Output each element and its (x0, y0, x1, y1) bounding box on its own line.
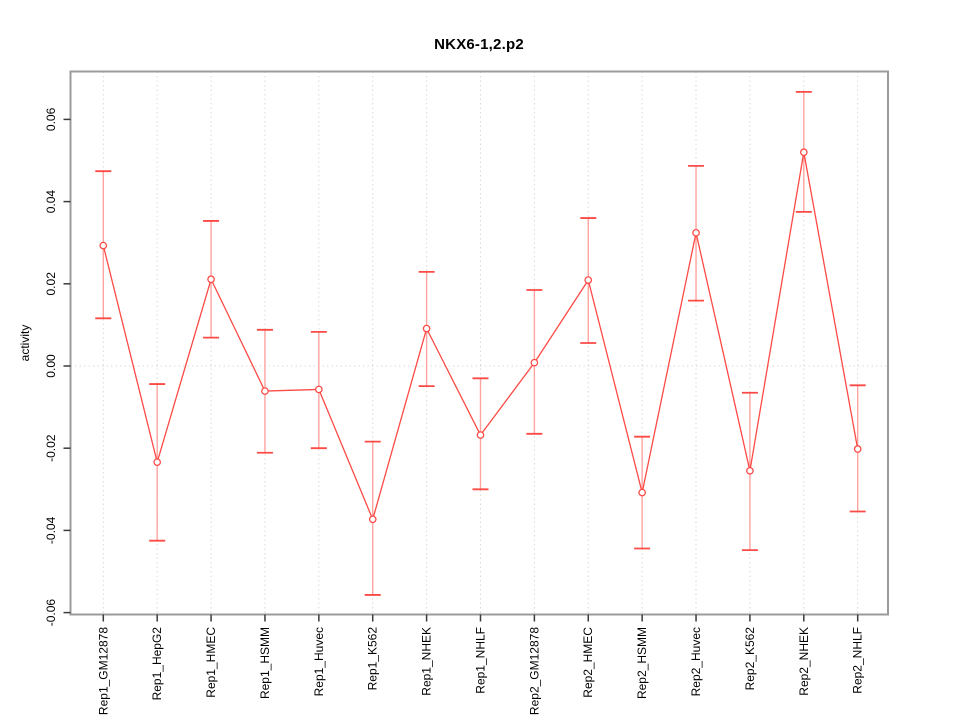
y-tick-label: -0.06 (44, 599, 58, 627)
data-point-marker (207, 275, 215, 284)
x-tick-label: Rep2_K562 (743, 627, 757, 691)
y-tick-label: 0.02 (44, 272, 58, 296)
x-tick-label: Rep2_HSMM (635, 627, 649, 699)
data-point-marker (584, 276, 593, 284)
gridlines (70, 71, 888, 615)
data-point-marker (422, 324, 431, 333)
data-point-marker (368, 515, 377, 524)
data-point-marker (530, 358, 539, 367)
y-tick-labels: -0.06 -0.04 -0.02 0.00 0.02 0.04 0.06 (44, 107, 58, 626)
data-point-marker (853, 445, 862, 453)
x-tick-label: Rep2_NHLF (851, 627, 865, 694)
y-tick-label: -0.02 (44, 434, 58, 462)
x-tick-label: Rep1_NHLF (473, 627, 487, 694)
x-tick-label: Rep1_HSMM (258, 627, 272, 699)
data-point-marker (692, 228, 700, 237)
data-point-marker (746, 466, 754, 475)
x-tick-label: Rep1_HMEC (204, 627, 218, 698)
x-tick-label: Rep1_NHEK (420, 627, 434, 696)
y-tick-label: -0.04 (44, 516, 58, 544)
x-tick-label: Rep2_GM12878 (527, 627, 541, 715)
data-point-marker (153, 458, 162, 467)
chart-title: NKX6-1,2.p2 (434, 36, 524, 53)
x-tick-label: Rep2_NHEK (797, 627, 811, 696)
data-point-marker (261, 387, 269, 395)
y-tick-label: 0.06 (44, 107, 58, 131)
data-point-marker (799, 148, 808, 157)
y-tick-label: 0.00 (44, 354, 58, 378)
x-tick-label: Rep1_HepG2 (150, 627, 164, 701)
x-tick-label: Rep1_GM12878 (96, 627, 110, 715)
x-tick-label: Rep2_HMEC (581, 627, 595, 698)
axis-ticks (63, 118, 859, 622)
data-point-marker (314, 385, 323, 394)
x-tick-label: Rep1_Huvec (312, 627, 326, 696)
data-point-marker (638, 488, 647, 497)
data-point-marker (99, 241, 108, 250)
x-tick-label: Rep2_Huvec (689, 627, 703, 696)
y-tick-label: 0.04 (44, 190, 58, 214)
data-point-markers (99, 148, 862, 524)
x-tick-labels: Rep1_GM12878 Rep1_HepG2 Rep1_HMEC Rep1_HSMM… (96, 627, 864, 715)
plot-frame (69, 70, 889, 616)
data-point-marker (476, 431, 485, 439)
x-tick-label: Rep1_K562 (366, 627, 380, 691)
